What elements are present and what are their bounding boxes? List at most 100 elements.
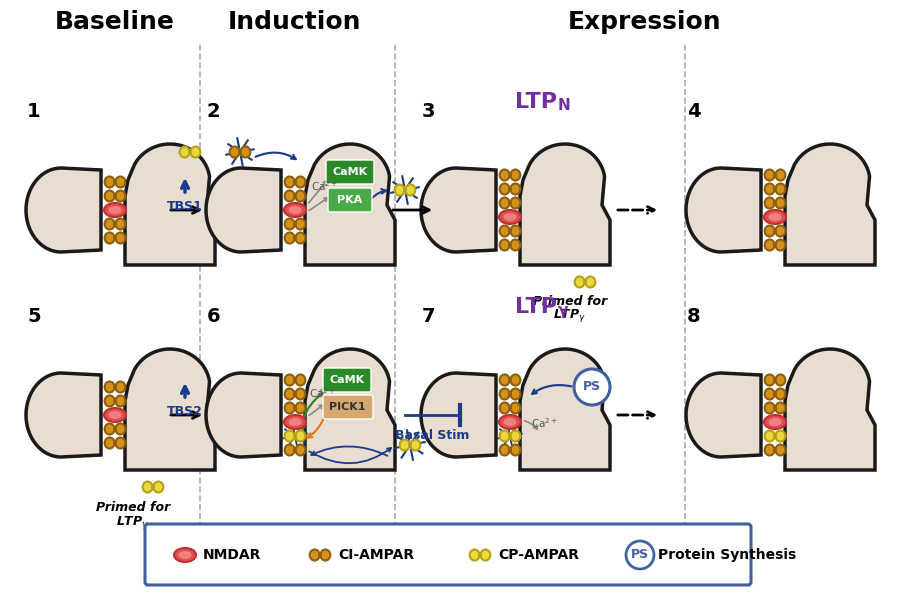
Ellipse shape bbox=[764, 210, 786, 224]
Ellipse shape bbox=[769, 418, 781, 426]
Text: Baseline: Baseline bbox=[55, 10, 175, 34]
FancyBboxPatch shape bbox=[323, 368, 371, 392]
Ellipse shape bbox=[765, 184, 775, 194]
Ellipse shape bbox=[295, 374, 305, 385]
Ellipse shape bbox=[764, 415, 786, 429]
Ellipse shape bbox=[109, 411, 122, 419]
Circle shape bbox=[574, 369, 610, 405]
Ellipse shape bbox=[481, 550, 491, 560]
Ellipse shape bbox=[240, 146, 250, 157]
Ellipse shape bbox=[295, 218, 305, 229]
Ellipse shape bbox=[180, 146, 190, 157]
Ellipse shape bbox=[104, 382, 114, 392]
Ellipse shape bbox=[776, 169, 786, 181]
Ellipse shape bbox=[115, 395, 125, 407]
Text: γ: γ bbox=[558, 304, 569, 319]
Ellipse shape bbox=[320, 550, 330, 560]
Ellipse shape bbox=[765, 445, 775, 455]
Ellipse shape bbox=[510, 184, 520, 194]
Polygon shape bbox=[520, 144, 610, 265]
Ellipse shape bbox=[765, 389, 775, 400]
Ellipse shape bbox=[295, 403, 305, 413]
Ellipse shape bbox=[115, 232, 125, 244]
Text: Ca$^{2+}$: Ca$^{2+}$ bbox=[311, 179, 338, 193]
Ellipse shape bbox=[284, 445, 294, 455]
Ellipse shape bbox=[400, 439, 410, 451]
Text: 3: 3 bbox=[422, 102, 436, 121]
FancyBboxPatch shape bbox=[326, 160, 374, 184]
Polygon shape bbox=[421, 168, 496, 252]
Ellipse shape bbox=[500, 226, 509, 236]
Ellipse shape bbox=[295, 176, 305, 187]
Ellipse shape bbox=[500, 184, 509, 194]
Ellipse shape bbox=[769, 213, 781, 221]
Ellipse shape bbox=[295, 191, 305, 202]
Polygon shape bbox=[785, 349, 875, 470]
Ellipse shape bbox=[500, 445, 509, 455]
Text: Protein Synthesis: Protein Synthesis bbox=[658, 548, 796, 562]
Circle shape bbox=[626, 541, 654, 569]
Ellipse shape bbox=[115, 424, 125, 434]
Ellipse shape bbox=[500, 169, 509, 181]
Polygon shape bbox=[26, 373, 101, 457]
Text: PS: PS bbox=[631, 548, 649, 562]
Ellipse shape bbox=[510, 197, 520, 208]
Ellipse shape bbox=[284, 389, 294, 400]
Ellipse shape bbox=[765, 197, 775, 208]
Text: N: N bbox=[558, 98, 571, 113]
Polygon shape bbox=[686, 373, 761, 457]
Ellipse shape bbox=[191, 146, 201, 157]
Ellipse shape bbox=[289, 206, 302, 214]
Polygon shape bbox=[125, 349, 215, 470]
Text: 1: 1 bbox=[27, 102, 40, 121]
Ellipse shape bbox=[295, 431, 305, 442]
Ellipse shape bbox=[115, 176, 125, 187]
Ellipse shape bbox=[153, 481, 164, 493]
Polygon shape bbox=[520, 349, 610, 470]
Ellipse shape bbox=[776, 403, 786, 413]
Ellipse shape bbox=[295, 389, 305, 400]
Ellipse shape bbox=[585, 277, 596, 287]
Ellipse shape bbox=[499, 415, 521, 429]
Ellipse shape bbox=[500, 374, 509, 385]
Ellipse shape bbox=[284, 431, 294, 442]
Ellipse shape bbox=[500, 431, 509, 442]
Ellipse shape bbox=[142, 481, 152, 493]
Ellipse shape bbox=[410, 439, 420, 451]
Ellipse shape bbox=[104, 176, 114, 187]
Text: 8: 8 bbox=[687, 307, 700, 326]
Text: Ca$^{2+}$: Ca$^{2+}$ bbox=[310, 386, 337, 400]
Ellipse shape bbox=[115, 382, 125, 392]
Ellipse shape bbox=[503, 213, 517, 221]
Ellipse shape bbox=[115, 218, 125, 229]
Text: 2: 2 bbox=[207, 102, 220, 121]
Ellipse shape bbox=[510, 374, 520, 385]
Text: Primed for: Primed for bbox=[96, 501, 170, 514]
Ellipse shape bbox=[765, 374, 775, 385]
Ellipse shape bbox=[295, 232, 305, 244]
Ellipse shape bbox=[284, 232, 294, 244]
Text: 5: 5 bbox=[27, 307, 40, 326]
Ellipse shape bbox=[776, 374, 786, 385]
Text: 6: 6 bbox=[207, 307, 220, 326]
Text: LTP: LTP bbox=[515, 92, 557, 112]
Ellipse shape bbox=[104, 408, 126, 422]
Polygon shape bbox=[26, 168, 101, 252]
Text: PS: PS bbox=[583, 380, 601, 394]
Text: NMDAR: NMDAR bbox=[203, 548, 261, 562]
Ellipse shape bbox=[776, 184, 786, 194]
Ellipse shape bbox=[295, 445, 305, 455]
Ellipse shape bbox=[284, 415, 306, 429]
Ellipse shape bbox=[510, 403, 520, 413]
Ellipse shape bbox=[104, 437, 114, 449]
FancyBboxPatch shape bbox=[323, 395, 373, 419]
Text: Expression: Expression bbox=[568, 10, 722, 34]
Ellipse shape bbox=[109, 206, 122, 214]
Ellipse shape bbox=[776, 197, 786, 208]
Ellipse shape bbox=[284, 191, 294, 202]
Ellipse shape bbox=[510, 169, 520, 181]
Text: CaMK: CaMK bbox=[332, 167, 367, 177]
Ellipse shape bbox=[499, 210, 521, 224]
Text: CP-AMPAR: CP-AMPAR bbox=[498, 548, 579, 562]
Ellipse shape bbox=[776, 445, 786, 455]
